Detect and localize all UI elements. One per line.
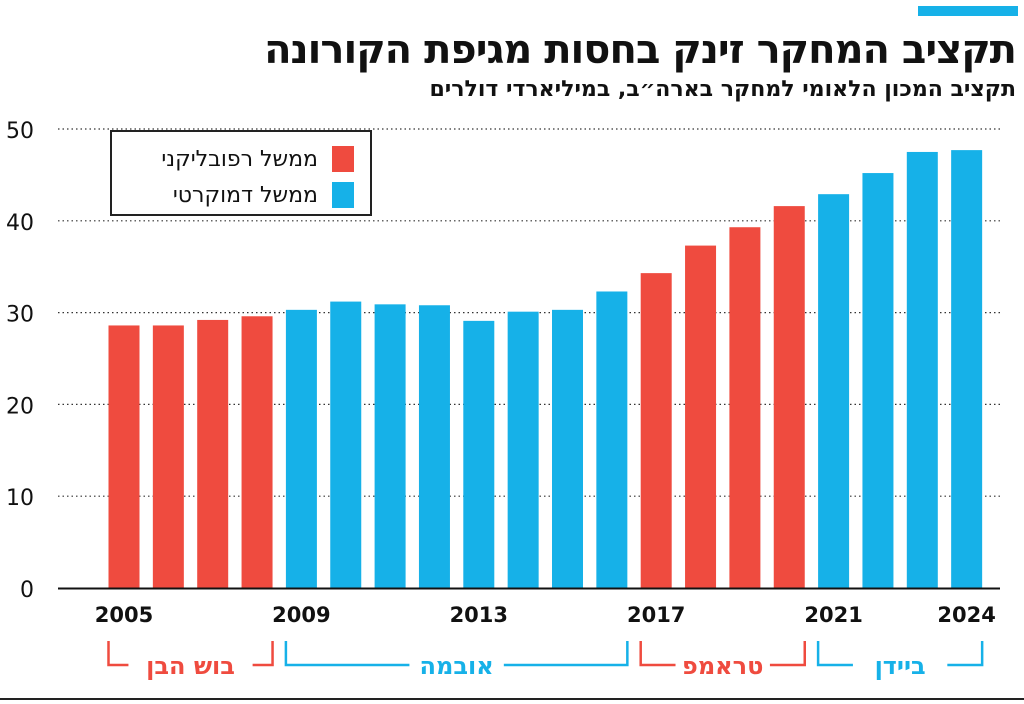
administration-bracket [284, 641, 629, 667]
bar [418, 305, 450, 588]
bar [906, 151, 938, 588]
administration-bracket [107, 641, 274, 667]
administration-label: בוש הבן [146, 652, 235, 680]
bar [818, 194, 850, 589]
bar [152, 325, 184, 588]
bar [507, 311, 539, 588]
bar [951, 150, 983, 588]
y-tick-label: 50 [6, 119, 34, 144]
legend-label-republican: ממשל רפובליקני [161, 146, 318, 172]
bar [463, 320, 495, 588]
x-tick-label: 2005 [95, 603, 153, 627]
administration-label: אובמה [420, 652, 494, 680]
x-tick-label: 2013 [450, 603, 508, 627]
bar [729, 227, 761, 588]
chart-title: תקציב המחקר זינק בחסות מגיפת הקורונה [264, 27, 1017, 73]
x-tick-label: 2009 [272, 603, 330, 627]
bar [640, 273, 672, 588]
bar [241, 316, 273, 588]
accent-bar [918, 6, 1018, 16]
bar [197, 319, 229, 588]
bar [596, 291, 628, 588]
y-tick-label: 0 [20, 578, 34, 603]
administration-bracket [816, 641, 984, 667]
bar [862, 173, 894, 588]
legend-swatch-democratic [332, 182, 354, 208]
legend-item-democratic: ממשל דמוקרטי [173, 180, 354, 210]
y-tick-label: 10 [6, 486, 34, 511]
legend-swatch-republican [332, 146, 354, 172]
administration-label: טראמפ [682, 652, 763, 680]
y-tick-label: 30 [6, 303, 34, 328]
bar [108, 325, 140, 588]
x-tick-label: 2017 [627, 603, 685, 627]
administration-label: ביידן [875, 652, 926, 680]
y-tick-label: 40 [6, 211, 34, 236]
administration-bracket [639, 641, 806, 667]
legend-label-democratic: ממשל דמוקרטי [172, 182, 318, 208]
bar [552, 309, 583, 588]
bar [685, 245, 717, 588]
x-tick-label: 2021 [804, 603, 862, 627]
bar [285, 309, 317, 588]
bar [773, 206, 805, 588]
bar [374, 304, 406, 588]
bottom-rule [0, 698, 1024, 700]
x-tick-label: 2024 [937, 603, 995, 627]
y-tick-label: 20 [6, 394, 34, 419]
bar [330, 301, 362, 588]
chart-subtitle: תקציב המכון הלאומי למחקר בארה״ב, במיליאר… [429, 77, 1016, 102]
legend-item-republican: ממשל רפובליקני [161, 144, 354, 174]
legend: ממשל רפובליקני ממשל דמוקרטי [110, 130, 372, 216]
